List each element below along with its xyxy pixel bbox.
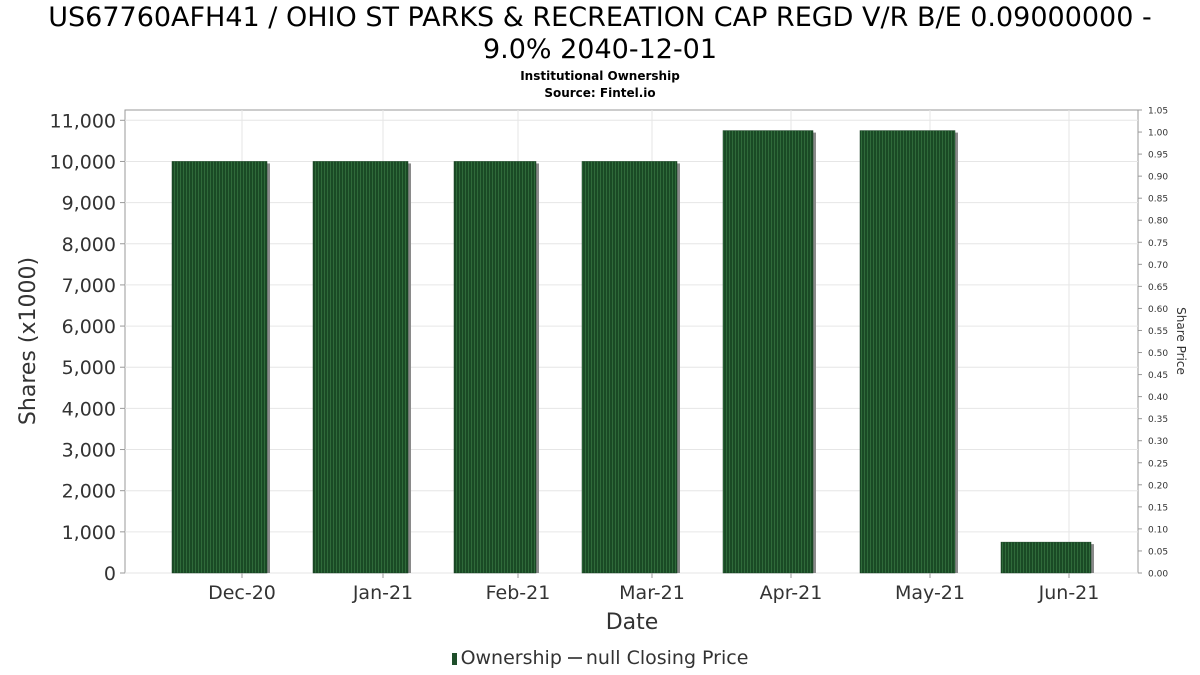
legend-ownership-label: Ownership: [460, 647, 562, 669]
y2-tick-label: 0.70: [1148, 261, 1168, 271]
bars: [171, 130, 1094, 574]
x-tick-label: Jan-21: [352, 582, 413, 604]
y-axis-label: Shares (x1000): [16, 257, 41, 425]
chart-legend: Ownership null Closing Price: [0, 647, 1200, 669]
x-tick-label: Apr-21: [760, 582, 823, 604]
y2-tick-label: 0.30: [1148, 437, 1168, 447]
ownership-bar: [722, 130, 814, 574]
ownership-bar: [453, 161, 537, 574]
y2-tick-label: 1.00: [1148, 129, 1168, 139]
y2-tick-label: 0.75: [1148, 239, 1168, 249]
y-tick-label: 4,000: [62, 398, 116, 420]
y2-tick-label: 0.90: [1148, 173, 1168, 183]
y2-tick-label: 0.65: [1148, 283, 1168, 293]
chart-source: Source: Fintel.io: [544, 86, 656, 100]
ownership-bar: [1000, 541, 1092, 574]
ownership-bar: [859, 130, 956, 574]
y2-tick-label: 0.35: [1148, 415, 1168, 425]
y-tick-label: 10,000: [50, 151, 116, 173]
y2-tick-label: 0.00: [1148, 570, 1168, 580]
y-axis-ticks: 0 1,000 2,000 3,000 4,000 5,000 6,000 7,000 8,00…: [50, 110, 125, 585]
y-tick-label: 2,000: [62, 481, 116, 503]
x-axis-ticks: Dec-20 Jan-21 Feb-21 Mar-21 Apr-21 May-21 Jun-…: [208, 573, 1099, 604]
y-tick-label: 0: [104, 563, 116, 585]
ownership-bar: [581, 161, 678, 574]
y2-tick-label: 1.05: [1148, 107, 1168, 117]
y-tick-label: 8,000: [62, 234, 116, 256]
y2-tick-label: 0.55: [1148, 327, 1168, 337]
y2-tick-label: 0.05: [1148, 547, 1168, 557]
y2-tick-label: 0.40: [1148, 393, 1168, 403]
y2-tick-label: 0.50: [1148, 349, 1168, 359]
y2-tick-label: 0.25: [1148, 459, 1168, 469]
y2-tick-label: 0.95: [1148, 151, 1168, 161]
y2-tick-label: 0.45: [1148, 371, 1168, 381]
y-tick-label: 1,000: [62, 522, 116, 544]
chart-title-line-1: US67760AFH41 / OHIO ST PARKS & RECREATIO…: [48, 2, 1152, 33]
ownership-swatch-icon: [451, 653, 457, 665]
y2-tick-label: 0.20: [1148, 481, 1168, 491]
y-tick-label: 9,000: [62, 193, 116, 215]
y-tick-label: 7,000: [62, 275, 116, 297]
y-tick-label: 11,000: [50, 110, 116, 132]
y-tick-label: 5,000: [62, 357, 116, 379]
legend-price-label: null Closing Price: [585, 647, 749, 669]
line-swatch-icon: [567, 657, 582, 659]
x-tick-label: Feb-21: [486, 582, 551, 604]
y2-tick-label: 0.60: [1148, 305, 1168, 315]
x-tick-label: May-21: [895, 582, 965, 604]
x-tick-label: Jun-21: [1038, 582, 1100, 604]
y-tick-label: 6,000: [62, 316, 116, 338]
ownership-bar: [312, 161, 409, 574]
y2-tick-label: 0.80: [1148, 217, 1168, 227]
ownership-bar: [171, 161, 268, 574]
y2-tick-label: 0.15: [1148, 503, 1168, 513]
x-axis-label: Date: [606, 610, 659, 635]
y-tick-label: 3,000: [62, 440, 116, 462]
y2-tick-label: 0.85: [1148, 195, 1168, 205]
y2-tick-label: 0.10: [1148, 525, 1168, 535]
y2-axis-ticks: 0.00 0.05 0.10 0.15 0.20 0.25 0.30 0.35 0.40 0.45…: [1138, 107, 1168, 580]
chart-title-line-2: 9.0% 2040-12-01: [482, 34, 718, 65]
x-tick-label: Dec-20: [208, 582, 276, 604]
chart-subtitle: Institutional Ownership: [520, 69, 680, 83]
x-tick-label: Mar-21: [619, 582, 685, 604]
y2-axis-label: Share Price: [1174, 307, 1188, 375]
